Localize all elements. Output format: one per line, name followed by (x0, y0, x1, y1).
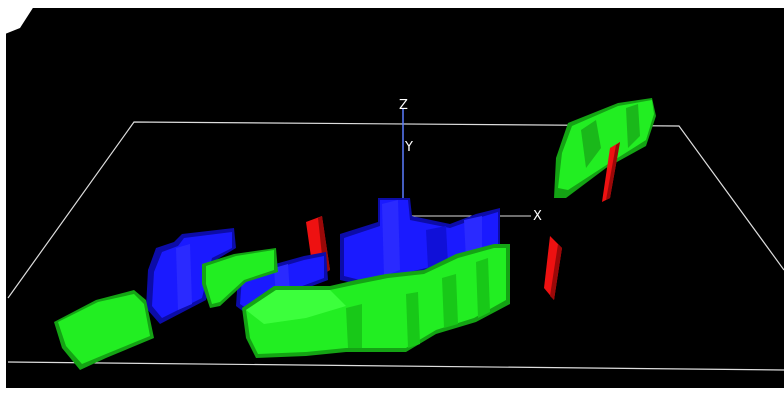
green-geobody-left (54, 290, 154, 370)
red-geobody-far-edge (606, 142, 620, 200)
ground-plane-front-edge (7, 361, 784, 371)
green-geobody-main (242, 244, 510, 358)
red-geobody-mid-edge (318, 216, 330, 274)
blue-geobody-central (340, 198, 500, 286)
3d-viewport[interactable]: Z Y X (6, 8, 784, 388)
corner-watermark (0, 0, 38, 36)
ground-plane-back-edges (7, 121, 784, 299)
axis-gizmo: Z Y X (399, 98, 542, 224)
green-geobody-small (202, 248, 278, 308)
green-geobody-far (554, 98, 656, 198)
y-axis-label: Y (404, 140, 413, 155)
x-axis-label: X (533, 209, 542, 224)
blue-geobody-left (146, 228, 236, 324)
3d-scene[interactable]: Z Y X (6, 8, 784, 388)
z-axis-label: Z (399, 98, 408, 113)
ground-plane (7, 121, 784, 371)
red-geobody-near-edge (550, 244, 562, 300)
